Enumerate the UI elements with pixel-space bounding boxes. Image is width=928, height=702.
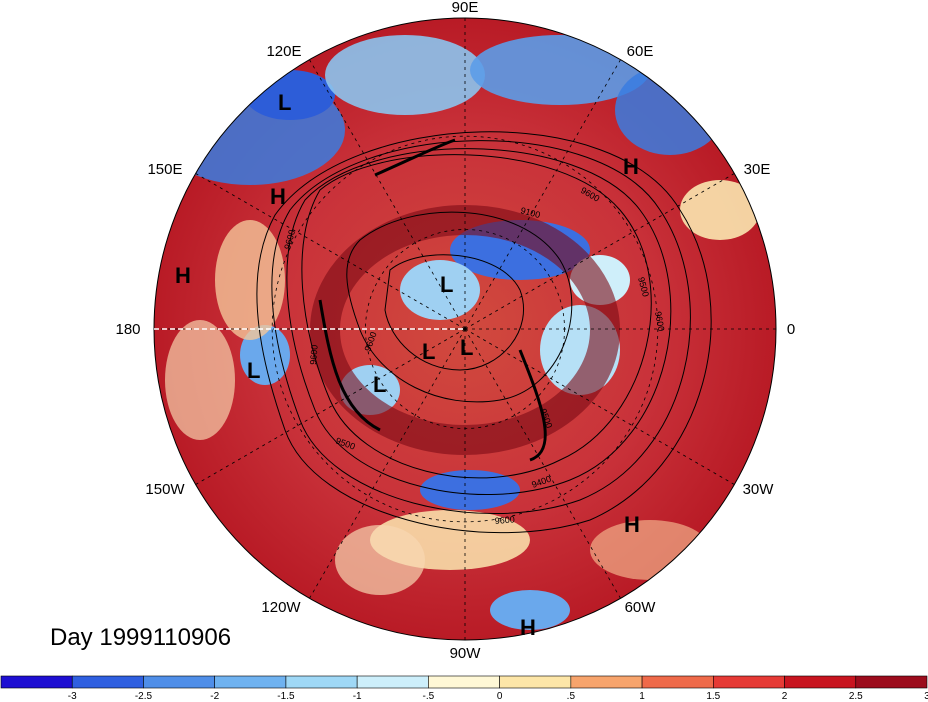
meridian-line — [309, 328, 466, 599]
colorbar-swatch — [0, 675, 73, 689]
colorbar-swatch — [570, 675, 643, 689]
colorbar-swatch — [784, 675, 857, 689]
meridian-line — [309, 59, 466, 330]
colorbar-tick-label: 2.5 — [849, 691, 863, 702]
colorbar-swatch — [641, 675, 714, 689]
lon-label: 90E — [452, 0, 479, 16]
colorbar-tick-label: -2 — [210, 691, 219, 702]
low-pressure-label: L — [422, 339, 435, 364]
colorbar-tick-label: 1.5 — [706, 691, 720, 702]
lon-label: 150W — [145, 481, 185, 498]
high-pressure-label: H — [175, 263, 191, 288]
colorbar-swatch — [855, 675, 928, 689]
colorbar-swatch — [71, 675, 144, 689]
lon-label: 30W — [743, 481, 775, 498]
colorbar-swatch — [499, 675, 572, 689]
meridian-line — [464, 59, 621, 330]
thick-contours — [318, 138, 547, 462]
colorbar: -3 -2.5 -2 -1.5 -1 -.5 0 .5 1 1.5 2 2.5 3 — [0, 675, 928, 702]
colorbar-swatch — [356, 675, 429, 689]
meridian-line — [464, 328, 621, 599]
height-contours — [256, 131, 712, 534]
graticule — [154, 18, 776, 640]
contour-label: 9600 — [494, 514, 515, 526]
colorbar-tick-label: -1 — [353, 691, 362, 702]
low-pressure-label: L — [373, 372, 386, 397]
meridian-line — [195, 173, 466, 330]
lon-label: 180 — [115, 321, 140, 338]
lon-label: 150E — [147, 161, 182, 178]
low-pressure-label: L — [460, 335, 473, 360]
high-pressure-label: H — [520, 615, 536, 640]
high-pressure-label: H — [270, 184, 286, 209]
colorbar-tick-label: -.5 — [423, 691, 435, 702]
colorbar-tick-label: 3 — [924, 691, 928, 702]
latitude-circle — [365, 229, 565, 429]
colorbar-tick-label: -2.5 — [135, 691, 153, 702]
meridian-line — [464, 173, 735, 330]
colorbar-tick-label: -3 — [68, 691, 77, 702]
colorbar-tick-label: -1.5 — [277, 691, 295, 702]
lon-label: 60W — [625, 599, 657, 616]
lon-label: 0 — [787, 321, 795, 338]
longitude-labels: 90E 60E 30E 0 30W 60W 90W 120W 150W 180 … — [115, 0, 795, 662]
timestamp-label: Day 1999110906 — [50, 624, 231, 651]
colorbar-tick-label: 2 — [782, 691, 788, 702]
lon-label: 120W — [261, 599, 301, 616]
pressure-centers: L H H H L L L L L H H — [175, 90, 640, 640]
colorbar-swatch — [214, 675, 287, 689]
colorbar-swatch — [143, 675, 215, 689]
lon-label: 60E — [627, 43, 654, 60]
lon-label: 120E — [266, 43, 301, 60]
contour-label: 9600 — [653, 311, 666, 332]
lon-label: 90W — [450, 645, 482, 662]
low-pressure-label: L — [278, 90, 291, 115]
high-pressure-label: H — [624, 512, 640, 537]
low-pressure-label: L — [440, 272, 453, 297]
latitude-circle — [271, 135, 659, 523]
colorbar-tick-label: 1 — [639, 691, 645, 702]
contour-label: 9600 — [308, 344, 320, 365]
low-pressure-label: L — [247, 358, 260, 383]
high-pressure-label: H — [623, 154, 639, 179]
map-disc — [154, 18, 776, 640]
colorbar-tick-label: 0 — [497, 691, 503, 702]
colorbar-swatch — [285, 675, 358, 689]
meridian-line — [195, 328, 466, 485]
meridian-line — [464, 328, 735, 485]
colorbar-swatch — [428, 675, 500, 689]
colorbar-swatch — [713, 675, 785, 689]
lon-label: 30E — [744, 161, 771, 178]
colorbar-tick-label: .5 — [567, 691, 576, 702]
